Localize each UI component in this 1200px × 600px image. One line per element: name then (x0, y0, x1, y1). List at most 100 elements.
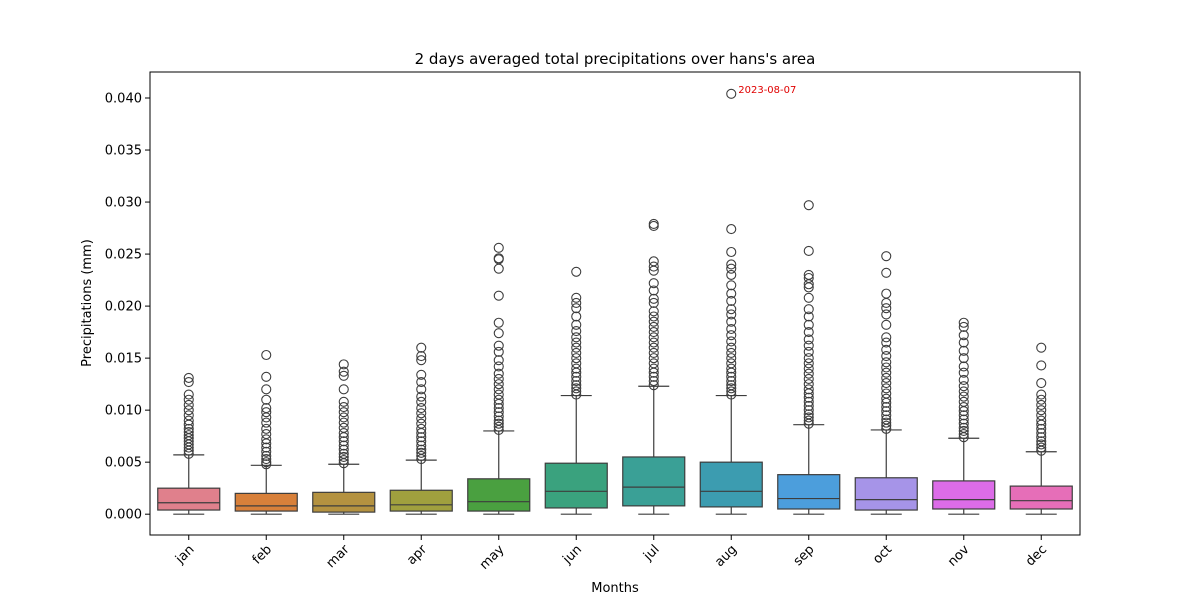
flier-point (338, 417, 349, 428)
flier-point (416, 408, 427, 419)
flier-point (803, 396, 814, 407)
flier-point (726, 246, 737, 258)
flier-point (881, 288, 892, 299)
flier-point (416, 423, 427, 434)
flier-point (881, 401, 892, 413)
flier-point (958, 425, 969, 437)
flier-point (881, 417, 892, 428)
flier-point (803, 405, 814, 416)
flier-point (493, 290, 504, 301)
flier-point (416, 377, 427, 388)
chart-title: 2 days averaged total precipitations ove… (415, 50, 816, 68)
flier-point (338, 427, 349, 439)
flier-point (648, 358, 659, 369)
box-group-sep (777, 200, 841, 515)
x-tick-label-jan: jan (172, 542, 197, 567)
flier-point (881, 303, 892, 314)
x-tick-label-jun: jun (560, 542, 586, 568)
flier-point (958, 330, 969, 341)
flier-point (958, 374, 969, 386)
flier-point (493, 317, 504, 328)
box-group-mar (312, 359, 376, 515)
flier-point (881, 414, 892, 425)
flier-point (493, 253, 504, 264)
x-tick-label-oct: oct (870, 542, 895, 567)
flier-point (261, 423, 272, 434)
flier-point (648, 306, 659, 317)
flier-point (803, 311, 814, 322)
box-group-aug (699, 88, 763, 515)
flier-point (958, 418, 969, 429)
flier-point (803, 373, 814, 384)
box-mar (312, 491, 376, 513)
y-tick-label: 0.030 (105, 196, 142, 211)
flier-point (648, 278, 659, 289)
flier-point (183, 410, 194, 421)
flier-point (726, 342, 737, 353)
flier-point (803, 292, 814, 303)
flier-point (958, 367, 969, 378)
flier-point (261, 412, 272, 423)
flier-point (958, 422, 969, 433)
flier-point (1036, 442, 1047, 453)
flier-point (648, 337, 659, 348)
flier-point (416, 342, 427, 353)
x-tick-label-feb: feb (250, 542, 275, 567)
flier-point (881, 251, 892, 262)
flier-point (493, 389, 504, 400)
flier-point (571, 358, 582, 369)
flier-point (183, 423, 194, 434)
flier-point (1036, 439, 1047, 450)
flier-point (416, 350, 427, 362)
box-feb (234, 492, 298, 512)
flier-point (571, 303, 582, 314)
flier-point (338, 448, 349, 459)
box-jan (157, 487, 221, 511)
box-group-feb (234, 349, 298, 515)
flier-point (803, 363, 814, 374)
flier-point (726, 375, 737, 387)
y-tick-label: 0.005 (105, 456, 142, 471)
flier-point (493, 340, 504, 351)
flier-point (1036, 432, 1047, 443)
x-tick-label-jul: jul (640, 542, 662, 564)
flier-point (726, 363, 737, 374)
flier-point (1036, 399, 1047, 410)
flier-point (881, 309, 892, 320)
flier-point (493, 346, 504, 357)
flier-point (958, 321, 969, 332)
flier-point (571, 326, 582, 337)
flier-point (648, 342, 659, 353)
flier-point (803, 272, 814, 284)
flier-point (338, 451, 349, 463)
flier-point (726, 386, 737, 397)
flier-point (648, 311, 659, 322)
box-group-oct (854, 251, 918, 515)
flier-point (958, 401, 969, 413)
flier-point (726, 323, 737, 335)
flier-point (648, 261, 659, 272)
flier-point (726, 280, 737, 291)
flier-point (881, 367, 892, 378)
flier-point (338, 407, 349, 418)
flier-point (803, 346, 814, 357)
flier-point (958, 345, 969, 356)
flier-point (416, 369, 427, 380)
flier-point (493, 421, 504, 432)
flier-point (958, 381, 969, 392)
flier-point (493, 373, 504, 384)
x-tick-label-nov: nov (945, 542, 973, 570)
flier-point (1036, 389, 1047, 400)
flier-point (726, 304, 737, 315)
flier-point (726, 330, 737, 341)
flier-point (726, 316, 737, 327)
flier-point (571, 337, 582, 348)
flier-point (571, 311, 582, 322)
flier-point (803, 412, 814, 423)
flier-point (183, 430, 194, 441)
box-nov (932, 480, 996, 510)
flier-point (183, 399, 194, 410)
flier-point (338, 396, 349, 407)
flier-point (881, 383, 892, 394)
flier-point (648, 218, 659, 229)
